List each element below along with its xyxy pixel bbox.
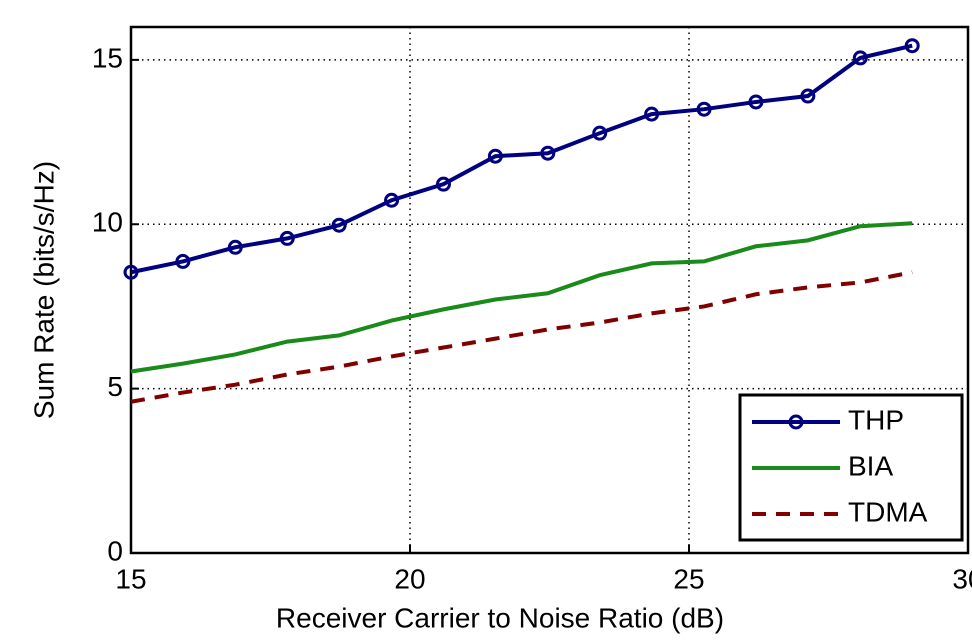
x-tick-label: 25 — [673, 563, 704, 594]
marker — [592, 125, 608, 141]
series-line — [130, 270, 913, 404]
series-line — [130, 221, 913, 374]
marker — [279, 230, 295, 246]
marker — [904, 38, 920, 54]
marker — [331, 217, 347, 233]
legend-marker — [788, 414, 804, 430]
series-line — [130, 43, 913, 275]
marker — [644, 106, 660, 122]
x-tick-label: 20 — [394, 563, 425, 594]
x-tick-label: 30 — [952, 563, 972, 594]
legend-label: TDMA — [848, 496, 928, 527]
marker — [175, 253, 191, 269]
y-tick-label: 10 — [92, 207, 123, 238]
y-axis-label: Sum Rate (bits/s/Hz) — [28, 161, 59, 419]
marker — [123, 264, 139, 280]
y-tick-label: 0 — [107, 535, 123, 566]
y-tick-label: 15 — [92, 42, 123, 73]
marker — [384, 192, 400, 208]
plot-frame — [129, 25, 970, 555]
marker — [227, 239, 243, 255]
marker — [540, 145, 556, 161]
x-tick-label: 15 — [115, 563, 146, 594]
marker — [696, 101, 712, 117]
marker — [435, 176, 451, 192]
marker — [800, 88, 816, 104]
marker — [852, 50, 868, 66]
legend-label: THP — [848, 404, 904, 435]
y-tick-label: 5 — [107, 371, 123, 402]
marker — [748, 94, 764, 110]
x-axis-label: Receiver Carrier to Noise Ratio (dB) — [276, 602, 724, 633]
marker — [487, 148, 503, 164]
legend-label: BIA — [848, 450, 893, 481]
